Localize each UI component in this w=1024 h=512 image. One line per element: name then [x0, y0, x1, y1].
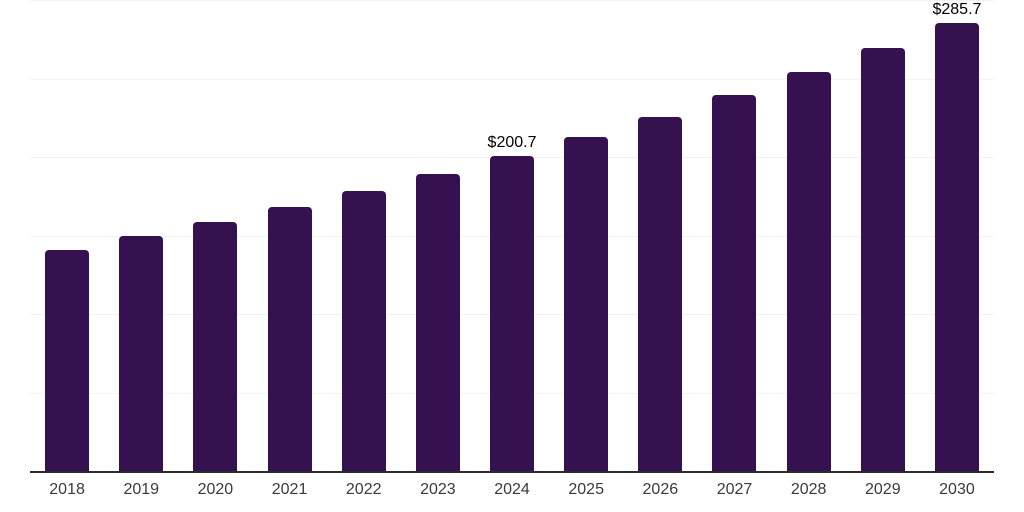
x-tick-label-2023: 2023 — [420, 481, 456, 498]
gridline-300 — [30, 0, 994, 1]
bar-slot-2028 — [772, 0, 846, 471]
bar-slot-2026 — [623, 0, 697, 471]
x-axis-line — [30, 471, 994, 473]
x-tick-label-2019: 2019 — [123, 481, 160, 498]
bar-slot-2025 — [549, 0, 623, 471]
bar-slot-2027 — [697, 0, 771, 471]
bar-2018 — [45, 249, 90, 471]
x-tick-label-2021: 2021 — [271, 481, 308, 498]
x-tick-label-2024: 2024 — [494, 481, 530, 498]
data-label-2024: $200.7 — [487, 133, 537, 151]
bar-2024 — [490, 155, 535, 471]
bar-slot-2019 — [104, 0, 178, 471]
x-tick-label-2026: 2026 — [642, 481, 679, 498]
bar-slot-2021 — [252, 0, 326, 471]
bar-slot-2029 — [846, 0, 920, 471]
bar-2028 — [786, 72, 831, 471]
x-tick-label-2028: 2028 — [790, 481, 827, 498]
bar-2021 — [267, 207, 312, 471]
bar-2027 — [712, 95, 757, 471]
bar-2020 — [193, 222, 238, 471]
gridline-250 — [30, 78, 994, 80]
bar-2029 — [860, 48, 905, 471]
data-label-2030: $285.7 — [932, 0, 982, 18]
bar-2025 — [564, 136, 609, 471]
x-tick-label-2030: 2030 — [939, 481, 975, 498]
x-axis-labels: 2018 2019 2020 2021 2022 2023 2024 2025 2026 2027… — [30, 481, 994, 499]
bar-slot-2024: $200.7 — [475, 0, 549, 471]
x-tick-label-2027: 2027 — [716, 481, 753, 498]
bar-2030 — [934, 22, 979, 471]
x-tick-label-2022: 2022 — [345, 481, 382, 498]
bar-2026 — [638, 116, 683, 471]
bar-slot-2023 — [401, 0, 475, 471]
bar-2023 — [415, 174, 460, 471]
x-tick-label-2029: 2029 — [865, 481, 901, 498]
x-tick-label-2025: 2025 — [568, 481, 604, 498]
x-tick-label-2020: 2020 — [197, 481, 234, 498]
bars-row: $200.7 $285.7 — [30, 0, 994, 471]
bar-slot-2022 — [327, 0, 401, 471]
bar-2019 — [119, 236, 164, 471]
bar-slot-2020 — [178, 0, 252, 471]
bar-slot-2030: $285.7 — [920, 0, 994, 471]
x-tick-label-2018: 2018 — [49, 481, 85, 498]
bar-slot-2018 — [30, 0, 104, 471]
plot-area: $200.7 $285.7 — [30, 0, 994, 471]
bar-2022 — [341, 191, 386, 471]
